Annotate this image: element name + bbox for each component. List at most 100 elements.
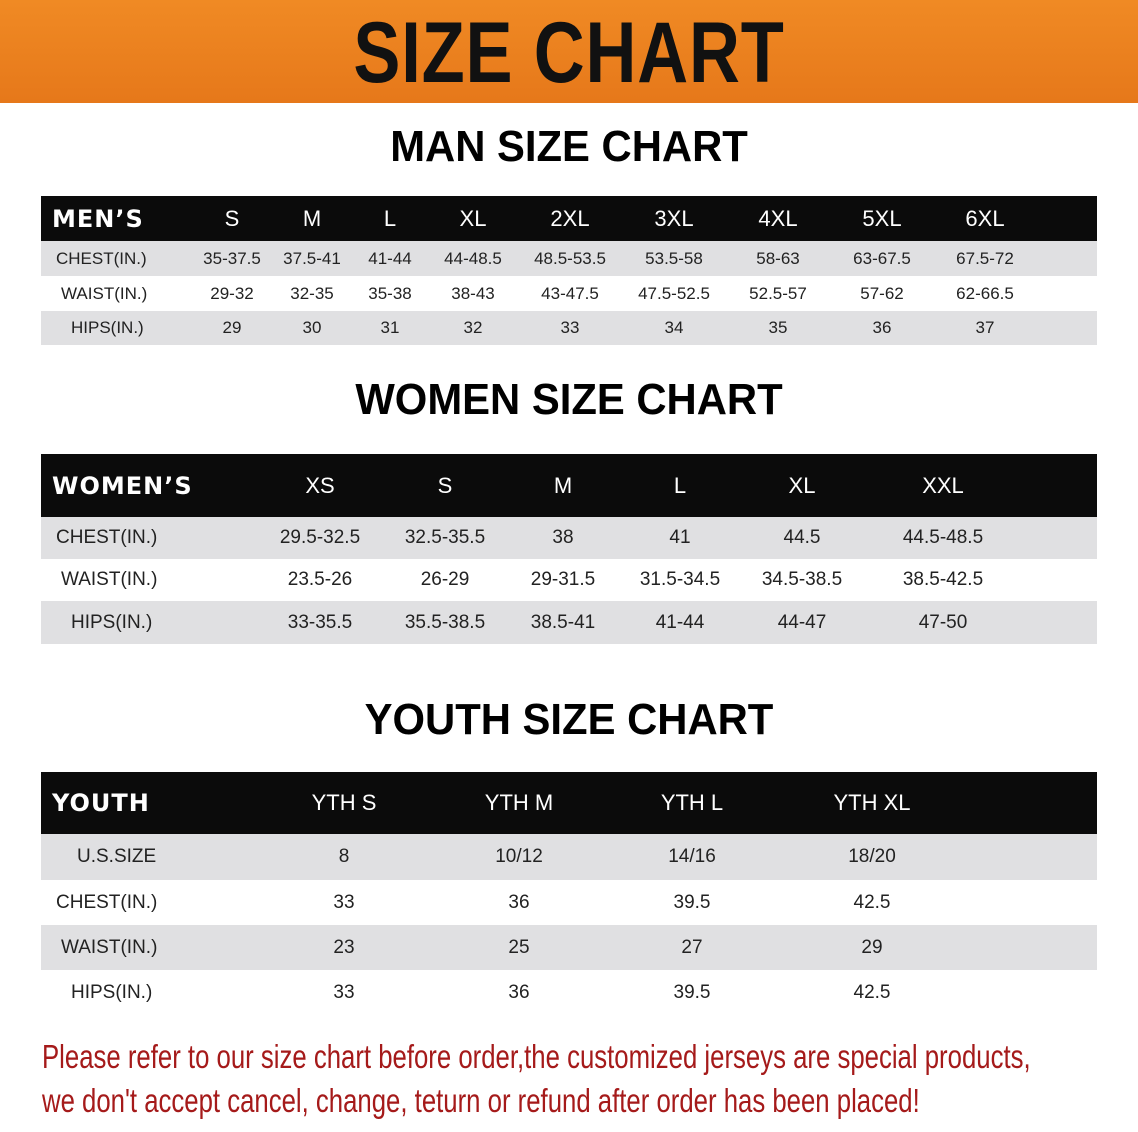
measurement-cell: 41 xyxy=(669,527,691,548)
men-section-title: MAN SIZE CHART xyxy=(390,122,748,171)
measurement-cell: 36 xyxy=(872,318,892,337)
women-header-row: WOMEN’S XS S M L XL XXL xyxy=(41,454,1097,517)
measurement-cell: 38-43 xyxy=(451,283,495,303)
size-column-header: XL xyxy=(459,205,487,231)
measurement-cell: 32-35 xyxy=(290,283,334,303)
measurement-cell: 57-62 xyxy=(860,283,904,303)
measurement-cell: 23 xyxy=(333,936,355,958)
men-header-row: MEN’S S M L XL 2XL 3XL 4XL 5XL 6XL xyxy=(41,196,1097,241)
row-label: WAIST(IN.) xyxy=(61,283,148,303)
youth-header-row: YOUTH YTH S YTH M YTH L YTH XL xyxy=(41,772,1097,834)
size-column-header: XL xyxy=(788,472,816,498)
size-column-header: S xyxy=(437,472,453,498)
measurement-cell: 25 xyxy=(508,936,530,958)
row-label: CHEST(IN.) xyxy=(56,891,158,913)
measurement-cell: 47.5-52.5 xyxy=(638,283,710,303)
size-column-header: 4XL xyxy=(758,205,798,231)
measurement-cell: 27 xyxy=(681,936,703,958)
measurement-cell: 29-32 xyxy=(210,283,254,303)
measurement-cell: 8 xyxy=(338,846,350,867)
measurement-cell: 18/20 xyxy=(848,846,896,867)
women-table-heading: WOMEN’S xyxy=(52,471,193,500)
measurement-cell: 52.5-57 xyxy=(749,283,807,303)
table-row: WAIST(IN.) 23 25 27 29 xyxy=(41,925,1097,970)
measurement-cell: 42.5 xyxy=(853,891,891,913)
size-column-header: L xyxy=(383,205,397,231)
size-column-header: YTH XL xyxy=(833,790,911,815)
size-column-header: 6XL xyxy=(965,205,1005,231)
size-column-header: 3XL xyxy=(654,205,694,231)
measurement-cell: 63-67.5 xyxy=(853,248,911,268)
women-size-table: WOMEN’S XS S M L XL XXL CHEST(IN.) 29.5-32.5 32.5… xyxy=(41,454,1097,644)
measurement-cell: 14/16 xyxy=(668,846,716,867)
women-section-title: WOMEN SIZE CHART xyxy=(355,375,783,424)
measurement-cell: 67.5-72 xyxy=(956,248,1014,268)
table-row: HIPS(IN.) 29 30 31 32 33 34 35 36 37 xyxy=(41,311,1097,345)
measurement-cell: 44.5-48.5 xyxy=(902,527,984,548)
measurement-cell: 23.5-26 xyxy=(287,569,353,590)
measurement-cell: 48.5-53.5 xyxy=(534,248,606,268)
size-column-header: S xyxy=(224,205,240,231)
row-label: HIPS(IN.) xyxy=(71,981,153,1003)
men-table-heading: MEN’S xyxy=(52,204,144,233)
measurement-cell: 34.5-38.5 xyxy=(761,569,843,590)
notice-line-1: Please refer to our size chart before or… xyxy=(42,1038,1031,1075)
table-row: WAIST(IN.) 23.5-26 26-29 29-31.5 31.5-34.5 34… xyxy=(41,559,1097,601)
size-column-header: XXL xyxy=(922,472,964,498)
measurement-cell: 44-48.5 xyxy=(444,248,502,268)
youth-section-title: YOUTH SIZE CHART xyxy=(364,695,774,744)
table-row: U.S.SIZE 8 10/12 14/16 18/20 xyxy=(41,834,1097,880)
youth-size-table: YOUTH YTH S YTH M YTH L YTH XL U.S.SIZE 8 10/12… xyxy=(41,772,1097,1015)
measurement-cell: 35-37.5 xyxy=(203,248,261,268)
measurement-cell: 29 xyxy=(861,936,883,958)
measurement-cell: 53.5-58 xyxy=(645,248,703,268)
size-column-header: YTH M xyxy=(484,790,554,815)
men-size-table: MEN’S S M L XL 2XL 3XL 4XL 5XL 6XL CHEST(IN.) 35-37… xyxy=(41,196,1097,345)
row-label: HIPS(IN.) xyxy=(71,318,144,337)
measurement-cell: 31.5-34.5 xyxy=(639,569,721,590)
measurement-cell: 37 xyxy=(975,318,995,337)
measurement-cell: 39.5 xyxy=(673,891,711,913)
measurement-cell: 33 xyxy=(560,318,580,337)
table-row: CHEST(IN.) 29.5-32.5 32.5-35.5 38 41 44.5 44.5… xyxy=(41,517,1097,559)
measurement-cell: 33 xyxy=(333,981,355,1003)
row-label: CHEST(IN.) xyxy=(56,248,147,268)
measurement-cell: 35-38 xyxy=(368,283,412,303)
size-column-header: XS xyxy=(305,472,335,498)
measurement-cell: 35.5-38.5 xyxy=(404,611,486,633)
measurement-cell: 30 xyxy=(302,318,322,337)
table-row: HIPS(IN.) 33-35.5 35.5-38.5 38.5-41 41-44 44-… xyxy=(41,601,1097,644)
measurement-cell: 38.5-42.5 xyxy=(902,569,984,590)
measurement-cell: 62-66.5 xyxy=(956,283,1014,303)
row-label: CHEST(IN.) xyxy=(56,527,158,548)
measurement-cell: 42.5 xyxy=(853,981,891,1003)
size-column-header: YTH L xyxy=(660,790,724,815)
table-row: WAIST(IN.) 29-32 32-35 35-38 38-43 43-47.5 47.… xyxy=(41,276,1097,311)
measurement-cell: 39.5 xyxy=(673,981,711,1003)
measurement-cell: 36 xyxy=(508,891,530,913)
size-column-header: YTH S xyxy=(311,790,377,815)
measurement-cell: 58-63 xyxy=(756,248,800,268)
measurement-cell: 36 xyxy=(508,981,530,1003)
measurement-cell: 33-35.5 xyxy=(287,611,353,633)
size-column-header: 2XL xyxy=(550,205,590,231)
size-column-header: 5XL xyxy=(862,205,902,231)
row-label: U.S.SIZE xyxy=(77,846,157,867)
measurement-cell: 10/12 xyxy=(495,846,543,867)
measurement-cell: 44.5 xyxy=(783,527,821,548)
measurement-cell: 44-47 xyxy=(777,611,827,633)
measurement-cell: 32 xyxy=(463,318,483,337)
banner-title: SIZE CHART xyxy=(353,5,785,101)
notice-line-2: we don't accept cancel, change, teturn o… xyxy=(42,1082,920,1119)
measurement-cell: 29.5-32.5 xyxy=(279,527,361,548)
measurement-cell: 29 xyxy=(222,318,242,337)
row-label: HIPS(IN.) xyxy=(71,611,153,633)
measurement-cell: 43-47.5 xyxy=(541,283,599,303)
measurement-cell: 47-50 xyxy=(918,611,968,633)
banner: SIZE CHART xyxy=(0,0,1138,103)
table-row: HIPS(IN.) 33 36 39.5 42.5 xyxy=(41,970,1097,1015)
table-row: CHEST(IN.) 33 36 39.5 42.5 xyxy=(41,880,1097,925)
measurement-cell: 34 xyxy=(664,318,684,337)
measurement-cell: 41-44 xyxy=(655,611,705,633)
youth-table-heading: YOUTH xyxy=(52,789,150,817)
